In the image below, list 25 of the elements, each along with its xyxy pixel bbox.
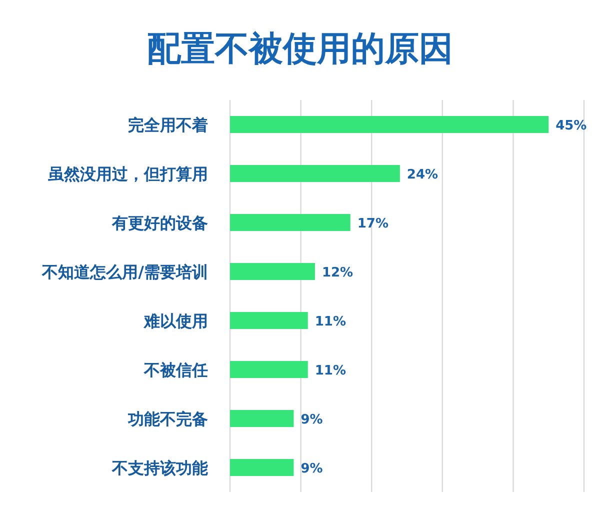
bar xyxy=(230,459,294,476)
data-label: 17% xyxy=(357,216,388,232)
data-label: 12% xyxy=(322,266,354,280)
data-label: 45% xyxy=(556,118,587,134)
data-label: 9% xyxy=(300,462,323,476)
y-tick-label: 有更好的设备 xyxy=(111,214,208,232)
data-label: 11% xyxy=(314,364,346,378)
y-tick-label: 虽然没用过，但打算用 xyxy=(47,164,208,184)
y-tick-label: 不被信任 xyxy=(143,360,208,380)
bar xyxy=(230,410,294,427)
data-label: 9% xyxy=(300,412,323,428)
y-tick-label: 完全用不着 xyxy=(128,116,208,134)
bar xyxy=(230,361,308,378)
bar xyxy=(230,312,308,329)
bar xyxy=(230,214,350,231)
y-tick-label: 不知道怎么用/需要培训 xyxy=(41,262,208,282)
y-tick-label: 不支持该功能 xyxy=(111,458,208,478)
data-label: 11% xyxy=(314,314,346,330)
y-tick-label: 功能不完备 xyxy=(127,410,208,428)
bar xyxy=(230,165,400,182)
bar xyxy=(230,263,315,280)
y-tick-label: 难以使用 xyxy=(143,312,208,330)
bar xyxy=(230,116,549,133)
chart-title: 配置不被使用的原因 xyxy=(147,29,453,69)
data-label: 24% xyxy=(406,168,438,182)
